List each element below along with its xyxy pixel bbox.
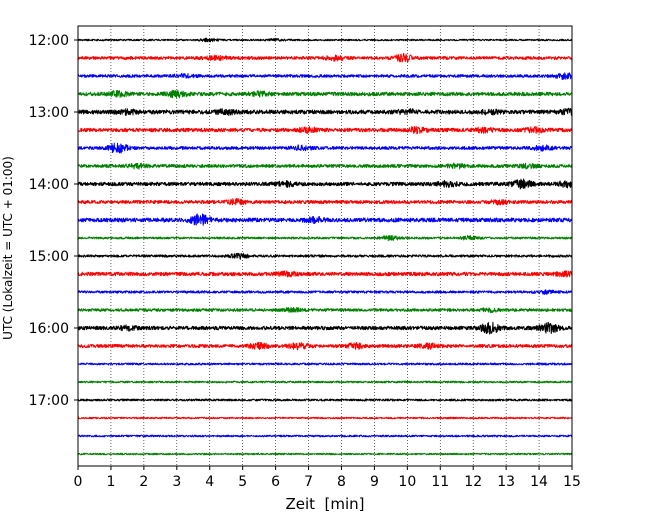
seismic-trace bbox=[77, 289, 573, 295]
seismic-trace bbox=[77, 434, 573, 438]
seismic-trace bbox=[77, 362, 573, 366]
x-tick-label: 7 bbox=[304, 474, 313, 490]
y-tick-label: 15:00 bbox=[29, 249, 69, 265]
seismic-trace bbox=[77, 270, 573, 278]
seismic-trace bbox=[77, 380, 573, 384]
y-axis-ticks: 12:00 13:00 14:00 15:00 16:00 17:00 bbox=[29, 33, 78, 409]
x-tick-label: 6 bbox=[271, 474, 280, 490]
seismic-trace bbox=[77, 252, 573, 260]
x-tick-label: 13 bbox=[497, 474, 515, 490]
seismic-trace bbox=[77, 197, 573, 206]
x-tick-label: 5 bbox=[238, 474, 247, 490]
seismic-trace bbox=[77, 234, 573, 242]
y-tick-label: 13:00 bbox=[29, 105, 69, 121]
x-tick-label: 8 bbox=[337, 474, 346, 490]
x-tick-label: 15 bbox=[563, 474, 581, 490]
seismic-trace bbox=[77, 162, 573, 170]
x-tick-label: 4 bbox=[205, 474, 214, 490]
y-tick-label: 16:00 bbox=[29, 321, 69, 337]
seismic-trace bbox=[77, 178, 573, 190]
y-tick-label: 14:00 bbox=[29, 177, 69, 193]
seismic-trace bbox=[77, 341, 573, 351]
x-tick-label: 0 bbox=[74, 474, 83, 490]
seismic-trace bbox=[77, 321, 573, 335]
seismic-trace bbox=[77, 125, 573, 135]
x-tick-label: 10 bbox=[398, 474, 416, 490]
x-tick-label: 1 bbox=[106, 474, 115, 490]
seismic-trace bbox=[77, 416, 573, 420]
plot-frame bbox=[77, 25, 573, 467]
seismic-trace bbox=[77, 53, 573, 63]
seismic-trace bbox=[77, 37, 573, 43]
seismic-trace bbox=[77, 72, 573, 81]
seismic-trace bbox=[77, 142, 573, 154]
x-tick-label: 9 bbox=[370, 474, 379, 490]
seismic-trace bbox=[77, 89, 573, 99]
x-tick-label: 12 bbox=[464, 474, 482, 490]
y-tick-label: 17:00 bbox=[29, 393, 69, 409]
seismic-trace bbox=[77, 398, 573, 402]
y-tick-label: 12:00 bbox=[29, 33, 69, 49]
x-tick-label: 11 bbox=[431, 474, 449, 490]
seismic-trace bbox=[77, 306, 573, 314]
seismic-trace bbox=[77, 452, 573, 456]
trace-group bbox=[77, 37, 573, 456]
x-tick-label: 2 bbox=[139, 474, 148, 490]
x-tick-label: 3 bbox=[172, 474, 181, 490]
vertical-grid bbox=[110, 26, 540, 466]
seismic-trace bbox=[77, 213, 573, 226]
x-axis-label: Zeit [min] bbox=[285, 495, 364, 513]
seismic-trace bbox=[77, 107, 573, 117]
x-tick-label: 14 bbox=[530, 474, 548, 490]
x-axis-ticks: 0 1 2 3 4 5 6 7 8 9 10 11 12 13 14 15 bbox=[74, 466, 581, 490]
y-axis-label: UTC (Lokalzeit = UTC + 01:00) bbox=[1, 156, 15, 340]
